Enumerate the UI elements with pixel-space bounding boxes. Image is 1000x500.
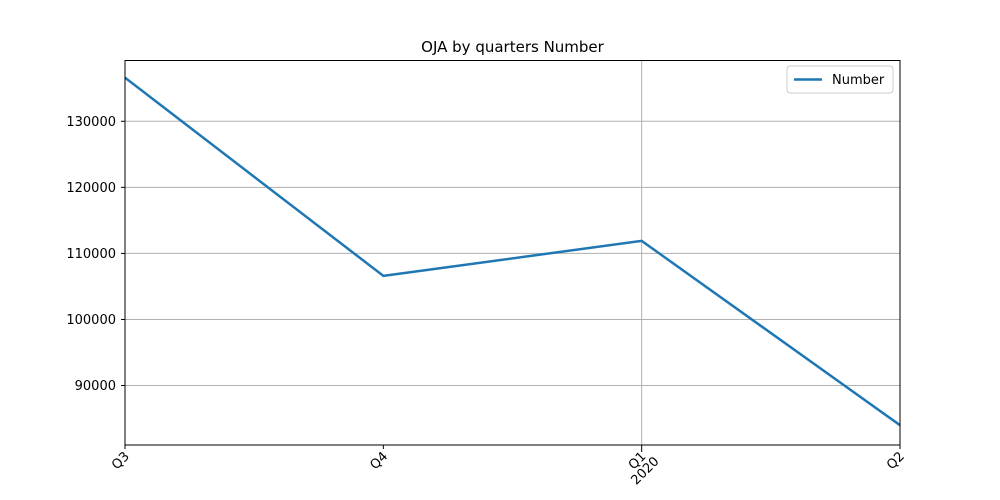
x-tick-label: Q2 bbox=[884, 449, 908, 473]
y-tick-label: 120000 bbox=[66, 181, 116, 196]
legend-label-number: Number bbox=[832, 73, 885, 88]
y-tick-label: 110000 bbox=[66, 247, 116, 262]
y-tick-label: 130000 bbox=[66, 115, 116, 130]
grid-lines bbox=[125, 60, 900, 445]
series-line-number bbox=[124, 76, 901, 427]
x-tick-label: Q4 bbox=[367, 449, 391, 473]
y-tick-label: 90000 bbox=[75, 379, 116, 394]
legend-box bbox=[786, 65, 894, 94]
legend: Number bbox=[786, 65, 894, 94]
x-tick-label: Q3 bbox=[109, 449, 133, 473]
y-tick-label: 100000 bbox=[66, 313, 116, 328]
plot-area-frame bbox=[124, 60, 901, 446]
y-axis: 90000 100000 110000 120000 130000 bbox=[66, 115, 125, 394]
series-layer bbox=[124, 76, 901, 427]
chart-title: OJA by quarters Number bbox=[421, 38, 604, 56]
